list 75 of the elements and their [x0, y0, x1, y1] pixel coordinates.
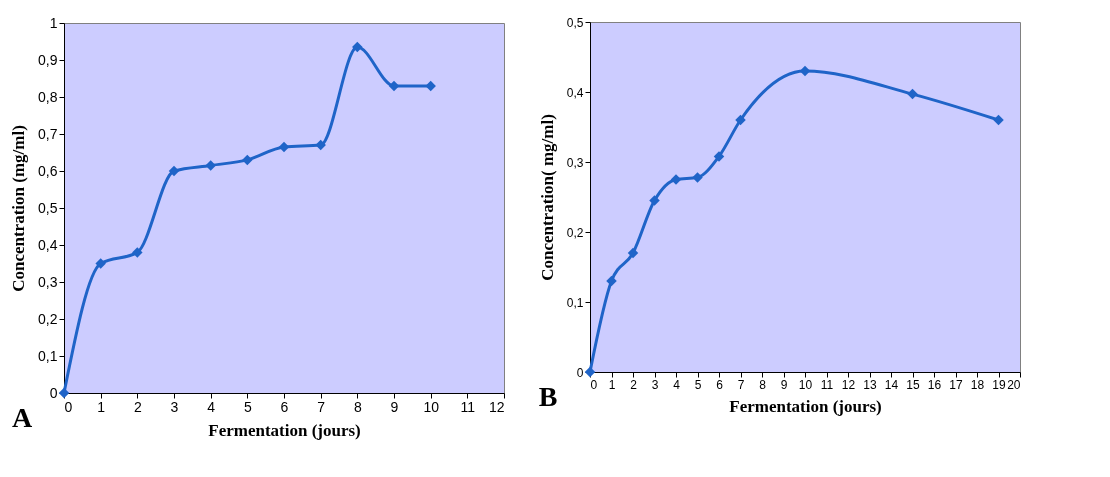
x-tick-label: 13 — [863, 377, 877, 392]
x-tick-label: 11 — [460, 398, 476, 415]
y-tick-label: 1 — [49, 14, 58, 31]
x-tick-label: 5 — [694, 377, 702, 392]
point — [606, 275, 617, 287]
x-tick-label: 15 — [906, 377, 920, 392]
point — [993, 114, 1004, 126]
y-tick-label: 0,9 — [38, 51, 58, 68]
x-tick-label: 3 — [170, 398, 179, 415]
point — [205, 160, 216, 171]
y-axis-title: Concentration( mg/ml) — [537, 114, 557, 281]
x-tick-label: 1 — [608, 377, 616, 392]
y-tick-label: 0,4 — [566, 85, 584, 100]
x-tick-label: 2 — [630, 377, 638, 392]
x-tick-label: 18 — [970, 377, 985, 392]
x-tick-label: 16 — [927, 377, 942, 392]
x-tick-label: 3 — [651, 377, 659, 392]
y-tick-label: 0,1 — [38, 347, 58, 364]
point — [627, 247, 639, 259]
x-tick-label: 8 — [759, 377, 767, 392]
x-axis-title: Fermentation (jours) — [729, 396, 882, 416]
point — [713, 151, 725, 162]
point — [352, 41, 363, 53]
y-tick-label: 0,7 — [38, 125, 58, 142]
point — [649, 195, 660, 206]
y-tick-label: 0,3 — [566, 155, 584, 170]
x-tick-label: 6 — [716, 377, 724, 392]
x-tick-label: 0 — [64, 398, 73, 415]
point — [425, 80, 436, 92]
x-tick-label: 7 — [317, 398, 326, 415]
y-tick-label: 0,4 — [38, 236, 58, 253]
y-tick-label: 0,2 — [38, 310, 58, 327]
point — [692, 172, 703, 183]
x-axis-title: Fermentation (jours) — [208, 420, 361, 440]
x-tick-label: 14 — [884, 377, 899, 392]
text: A — [11, 402, 33, 433]
point — [735, 114, 746, 126]
text: B — [538, 381, 558, 412]
x-tick-label: 10 — [423, 398, 440, 415]
y-axis-title: Concentration (mg/ml) — [9, 125, 29, 292]
x-tick-label: 19 — [992, 377, 1006, 392]
point — [95, 258, 106, 269]
point — [58, 387, 70, 399]
y-tick-label: 0,2 — [566, 225, 584, 240]
point — [584, 366, 596, 378]
x-tick-label: 12 — [841, 377, 856, 392]
x-tick-label: 1 — [97, 398, 106, 415]
x-tick-label: 20 — [1007, 377, 1021, 392]
x-tick-label: 17 — [949, 377, 963, 392]
point — [132, 247, 143, 258]
point — [670, 174, 682, 185]
y-tick-label: 0 — [576, 365, 584, 380]
x-tick-label: 4 — [207, 398, 216, 415]
x-tick-label: 10 — [798, 377, 813, 392]
y-tick-label: 0,5 — [38, 199, 58, 216]
point — [315, 139, 326, 151]
x-tick-label: 9 — [780, 377, 788, 392]
y-tick-label: 0,8 — [38, 88, 58, 105]
x-tick-label: 5 — [243, 398, 252, 415]
x-tick-label: 0 — [590, 377, 598, 392]
x-tick-label: 4 — [673, 377, 681, 392]
point — [242, 154, 253, 166]
x-tick-label: 8 — [353, 398, 362, 415]
x-tick-label: 11 — [820, 377, 834, 392]
y-tick-label: 0,5 — [566, 15, 584, 30]
x-tick-label: 9 — [390, 398, 399, 415]
x-tick-label: 2 — [133, 398, 142, 415]
x-tick-label: 7 — [737, 377, 745, 392]
y-tick-label: 0,1 — [566, 295, 584, 310]
x-tick-label: 6 — [280, 398, 289, 415]
point — [907, 88, 918, 100]
y-tick-label: 0,3 — [38, 273, 58, 290]
point — [168, 165, 180, 177]
y-tick-label: 0,6 — [38, 162, 58, 179]
x-tick-label: 12 — [488, 398, 505, 415]
